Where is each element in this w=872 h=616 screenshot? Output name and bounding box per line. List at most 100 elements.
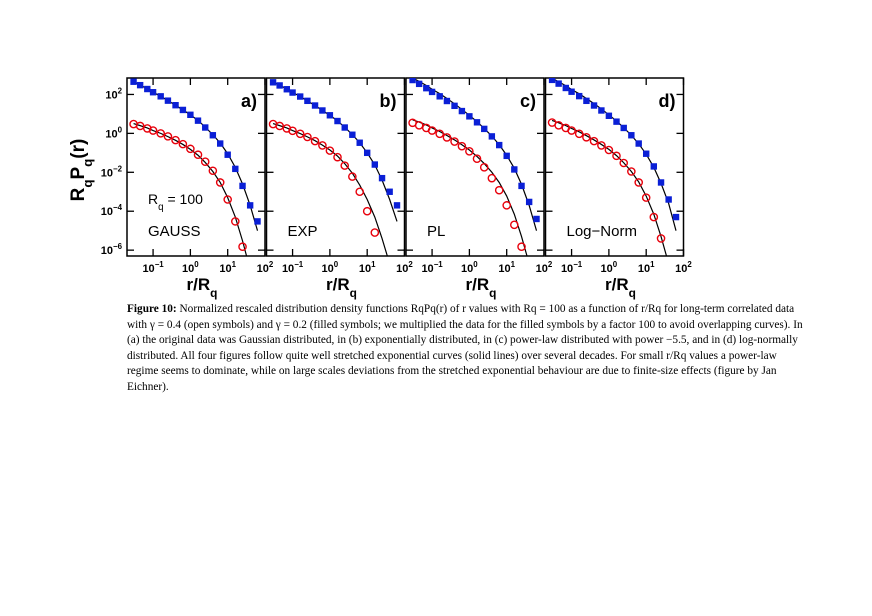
plot-area xyxy=(408,78,540,256)
point xyxy=(619,158,629,168)
y-tick-label: 10−2 xyxy=(101,164,123,179)
x-tick-label: 100 xyxy=(182,260,199,275)
point xyxy=(194,117,202,124)
point xyxy=(370,228,380,237)
point xyxy=(144,85,151,93)
plot-frame xyxy=(265,77,406,257)
point xyxy=(604,145,614,155)
point xyxy=(613,118,620,125)
x-tick-label: 10−1 xyxy=(561,260,583,275)
plot-frame xyxy=(126,77,266,257)
panel-label: c) xyxy=(520,91,536,111)
point xyxy=(349,131,356,138)
point xyxy=(597,141,606,150)
point xyxy=(319,107,326,114)
point xyxy=(590,102,598,109)
point xyxy=(555,80,562,87)
point xyxy=(157,93,164,100)
panel-label: d) xyxy=(659,91,676,111)
point xyxy=(311,102,319,109)
point xyxy=(510,220,519,230)
fit-line xyxy=(412,119,528,256)
y-tick-label: 10−4 xyxy=(101,203,123,218)
point xyxy=(178,139,188,149)
point xyxy=(172,102,179,109)
point xyxy=(334,117,341,125)
point xyxy=(562,84,569,92)
point xyxy=(378,174,386,182)
point xyxy=(568,88,575,95)
point xyxy=(494,185,504,195)
y-tick-label: 10−6 xyxy=(101,242,123,257)
fit-line xyxy=(272,81,398,222)
x-tick-label: 101 xyxy=(498,260,515,275)
x-axis-label: r/Rq xyxy=(466,275,497,300)
point xyxy=(583,97,590,105)
point xyxy=(634,178,644,187)
plot-area xyxy=(547,78,680,256)
x-tick-label: 10−1 xyxy=(421,260,443,275)
point xyxy=(450,137,459,146)
point xyxy=(202,124,209,131)
point xyxy=(289,89,296,96)
point xyxy=(187,111,194,118)
point xyxy=(656,234,666,243)
point xyxy=(465,146,474,156)
point xyxy=(620,124,627,132)
point xyxy=(326,112,334,119)
point xyxy=(423,84,430,92)
point xyxy=(548,78,556,84)
point xyxy=(356,139,363,146)
point xyxy=(511,166,518,173)
point xyxy=(276,82,283,89)
point xyxy=(589,136,599,146)
point xyxy=(427,126,437,135)
point xyxy=(283,86,290,93)
point xyxy=(348,172,357,181)
point xyxy=(627,167,636,176)
point xyxy=(200,157,210,167)
point xyxy=(275,121,284,131)
plot-area xyxy=(129,78,261,256)
point xyxy=(488,133,496,140)
plot-frame xyxy=(405,77,545,257)
fit-line xyxy=(272,122,388,256)
point xyxy=(223,195,232,204)
point xyxy=(393,202,401,209)
point xyxy=(238,242,247,252)
point xyxy=(502,201,511,210)
point xyxy=(318,141,327,150)
y-tick-label: 102 xyxy=(105,86,122,101)
point xyxy=(567,126,576,135)
point xyxy=(363,149,371,157)
x-tick-label: 10−1 xyxy=(142,260,164,275)
point xyxy=(246,202,254,209)
x-tick-label: 102 xyxy=(396,260,413,275)
point xyxy=(179,106,187,114)
point xyxy=(208,166,218,176)
point xyxy=(635,140,642,147)
x-tick-label: 102 xyxy=(675,260,692,275)
annotation: GAUSS xyxy=(148,223,201,240)
point xyxy=(310,136,320,146)
panel-label: a) xyxy=(241,91,257,111)
point xyxy=(193,150,203,160)
point xyxy=(215,178,225,187)
point xyxy=(415,80,423,88)
annotation: PL xyxy=(427,223,445,240)
x-axis-label: r/Rq xyxy=(326,275,357,300)
x-tick-label: 100 xyxy=(601,260,618,275)
point xyxy=(148,126,158,135)
x-axis-label: r/Rq xyxy=(605,275,636,300)
point xyxy=(209,132,217,139)
point xyxy=(598,107,605,114)
point xyxy=(156,129,165,138)
annotation: Rq = 100 xyxy=(148,191,203,213)
point xyxy=(457,141,467,151)
point xyxy=(269,79,277,86)
point xyxy=(472,154,482,163)
point xyxy=(414,120,424,130)
point xyxy=(496,141,503,149)
x-tick-label: 102 xyxy=(257,260,274,275)
point xyxy=(304,97,311,105)
